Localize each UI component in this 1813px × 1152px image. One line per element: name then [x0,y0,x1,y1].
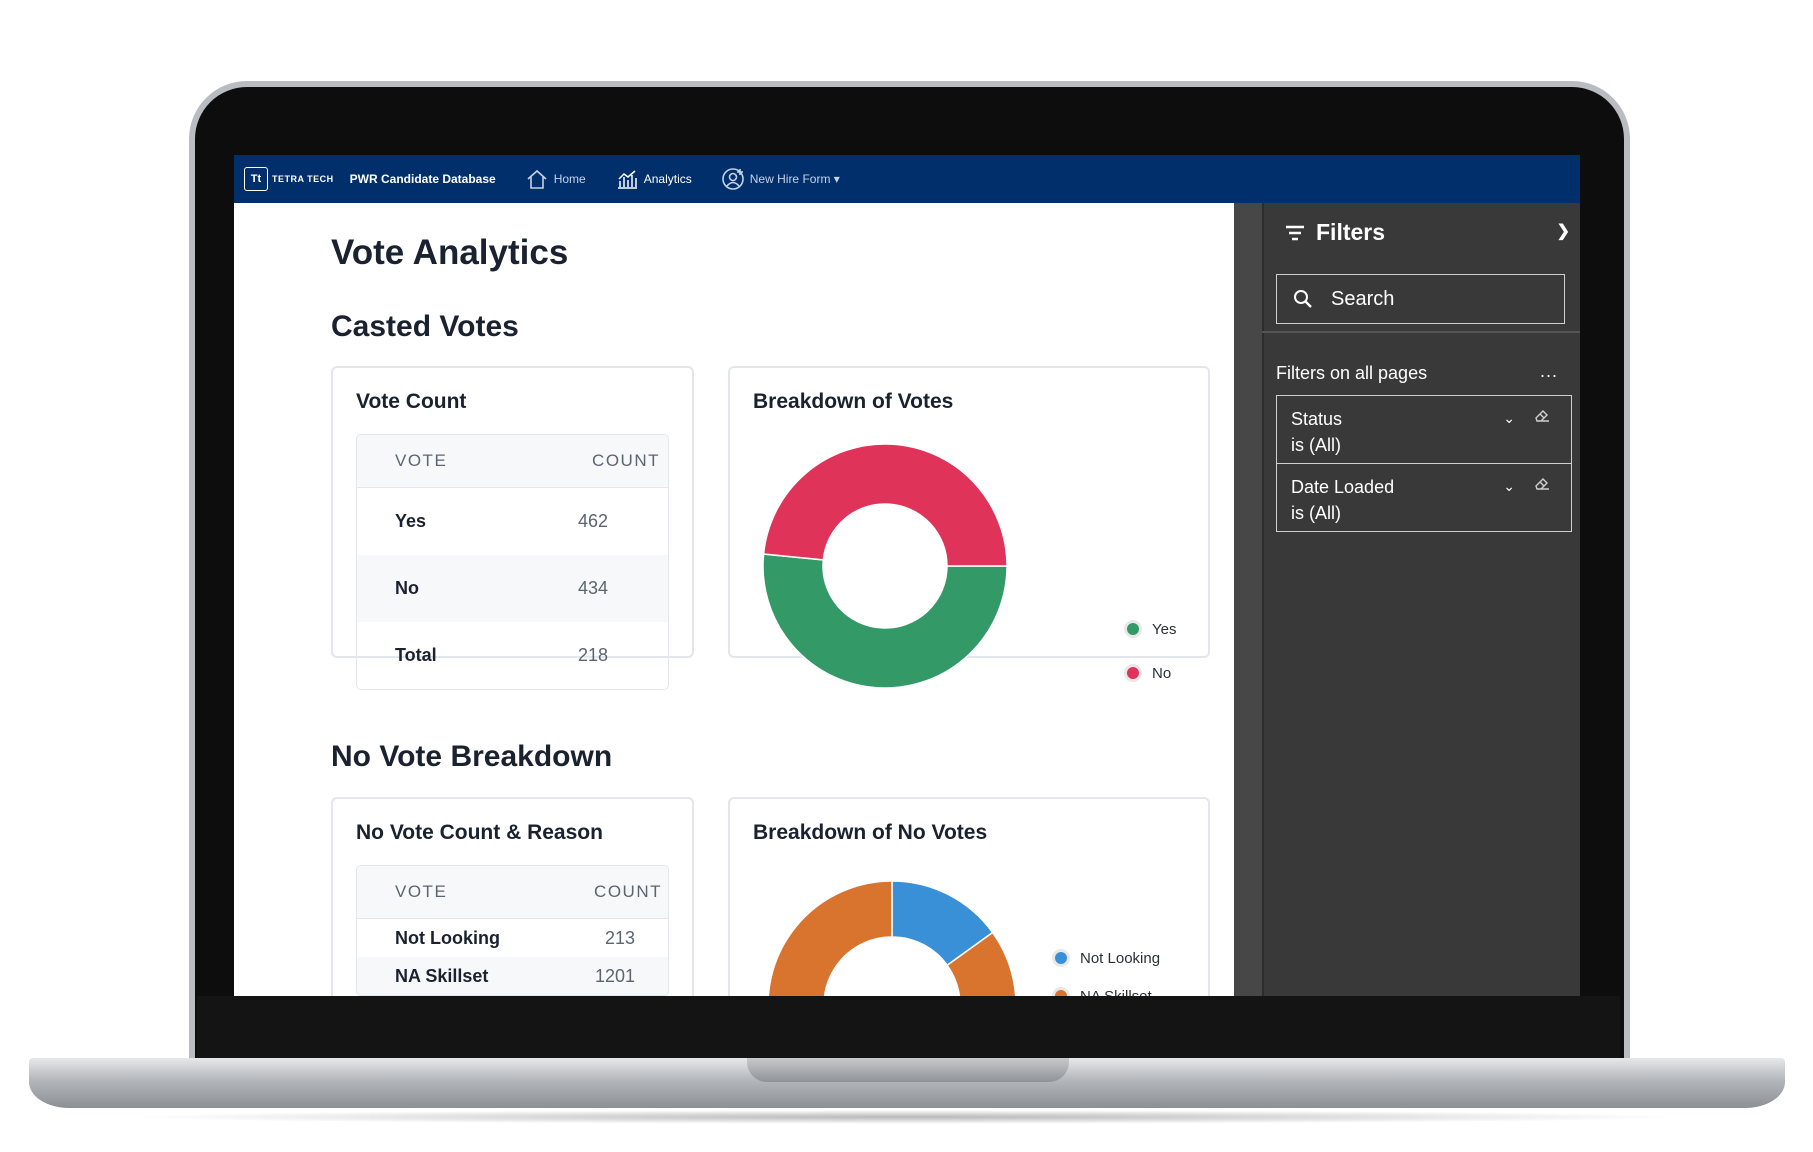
card-title: No Vote Count & Reason [356,821,603,844]
card-title: Breakdown of Votes [753,390,954,413]
filter-card-status[interactable]: Status is (All) ⌄ [1276,395,1572,464]
legend-item-yes[interactable]: Yes [1124,620,1176,638]
legend-dot [1124,620,1142,638]
no-votes-donut-chart [767,880,1017,996]
filter-name: Date Loaded [1291,477,1395,497]
logo-text: TETRA TECH [272,174,334,184]
legend-item-no[interactable]: No [1124,664,1171,682]
column-header-vote[interactable]: VOTE [395,882,448,901]
legend-dot [1052,987,1070,996]
filters-panel [1262,203,1580,996]
card-title: Breakdown of No Votes [753,821,988,844]
legend-label: No [1152,664,1172,682]
page-title: Vote Analytics [331,233,569,272]
column-header-count[interactable]: COUNT [592,451,660,470]
clear-filter-icon[interactable] [1533,474,1551,492]
legend-item-na-skillset[interactable]: NA Skillset [1052,987,1152,996]
divider [1262,331,1580,333]
cell-vote: Not Looking [395,927,500,948]
chevron-down-icon[interactable]: ⌄ [1503,478,1515,494]
filter-value: is (All) [1291,503,1341,523]
filters-title: Filters [1284,219,1385,246]
table-row: NA Skillset 1201 [357,957,668,995]
nav-home[interactable]: Home [524,166,586,192]
section-title-casted: Casted Votes [331,310,519,343]
legend-dot [1124,664,1142,682]
slice-na-skillset[interactable] [767,880,1017,996]
screen: Tt TETRA TECH PWR Candidate Database Hom… [234,155,1580,996]
table-row: Total 218 [357,622,668,689]
table-header: VOTE COUNT [357,866,668,919]
logo-icon: Tt [244,167,268,191]
breakdown-votes-card: Breakdown of Votes Yes No [728,366,1210,689]
more-options-button[interactable]: ... [1539,361,1558,381]
filter-card-date-loaded[interactable]: Date Loaded is (All) ⌄ [1276,463,1572,532]
main-content: Vote Analytics Casted Votes Vote Count V… [234,203,1234,996]
section-title-novote: No Vote Breakdown [331,740,613,773]
filters-pane: Filters ❯ Search Filters on all pages ..… [1234,203,1580,996]
search-icon [1294,290,1312,308]
filter-value: is (All) [1291,435,1341,455]
column-header-count[interactable]: COUNT [594,882,662,901]
slice-yes[interactable] [762,553,1008,689]
cell-vote: Total [395,645,437,665]
card-title: Vote Count [356,390,467,413]
home-icon [527,169,547,189]
table-row: Not Looking 213 [357,919,668,957]
vote-count-table: VOTE COUNT Yes 462 No 434 Total 218 [356,434,669,690]
app-title[interactable]: PWR Candidate Database [349,172,496,186]
nav-home-label: Home [553,172,586,186]
column-header-vote[interactable]: VOTE [395,451,448,470]
cell-vote: NA Skillset [395,965,489,986]
top-nav: Tt TETRA TECH PWR Candidate Database Hom… [234,155,1580,203]
nav-analytics-label: Analytics [643,172,692,186]
legend-dot [1052,949,1070,967]
cell-vote: Yes [395,511,427,531]
table-row: Yes 462 [357,488,668,555]
slice-no[interactable] [762,443,1008,567]
analytics-icon [617,170,637,189]
filters-section-label: Filters on all pages [1276,363,1428,383]
add-user-icon [721,168,744,190]
filters-title-label: Filters [1316,219,1386,245]
legend-label: NA Skillset [1080,987,1152,997]
nav-analytics[interactable]: Analytics [614,166,692,192]
cell-count: 462 [577,511,608,531]
table-header: VOTE COUNT [357,435,668,488]
laptop-bezel [197,996,1620,1058]
votes-donut-chart [762,443,1008,689]
filters-search-input[interactable]: Search [1276,274,1565,324]
nav-new-hire[interactable]: New Hire Form ▾ [720,166,840,192]
nav-new-hire-label: New Hire Form ▾ [749,172,840,186]
no-vote-count-table: VOTE COUNT Not Looking 213 NA Skillset 1… [356,865,669,996]
legend-item-not-looking[interactable]: Not Looking [1052,949,1160,967]
cell-count: 434 [577,578,608,598]
breakdown-no-votes-card: Breakdown of No Votes Not Looking NA Ski… [728,797,1210,996]
cell-count: 218 [577,645,608,665]
clear-filter-icon[interactable] [1533,406,1551,424]
vote-count-card: Vote Count VOTE COUNT Yes 462 No 434 [331,366,694,690]
filter-name: Status [1291,409,1343,429]
chevron-down-icon[interactable]: ⌄ [1503,410,1515,426]
cell-count: 1201 [594,965,635,986]
cell-vote: No [395,578,419,598]
legend-label: Yes [1152,620,1177,638]
table-row: No 434 [357,555,668,622]
cell-count: 213 [604,927,635,948]
filter-icon [1286,225,1304,240]
collapse-pane-icon[interactable]: ❯ [1556,223,1570,240]
no-vote-count-card: No Vote Count & Reason VOTE COUNT Not Lo… [331,797,694,996]
laptop-notch [747,1058,1069,1082]
laptop-shadow [120,1110,1695,1124]
legend-label: Not Looking [1080,949,1161,967]
search-placeholder: Search [1331,287,1395,310]
